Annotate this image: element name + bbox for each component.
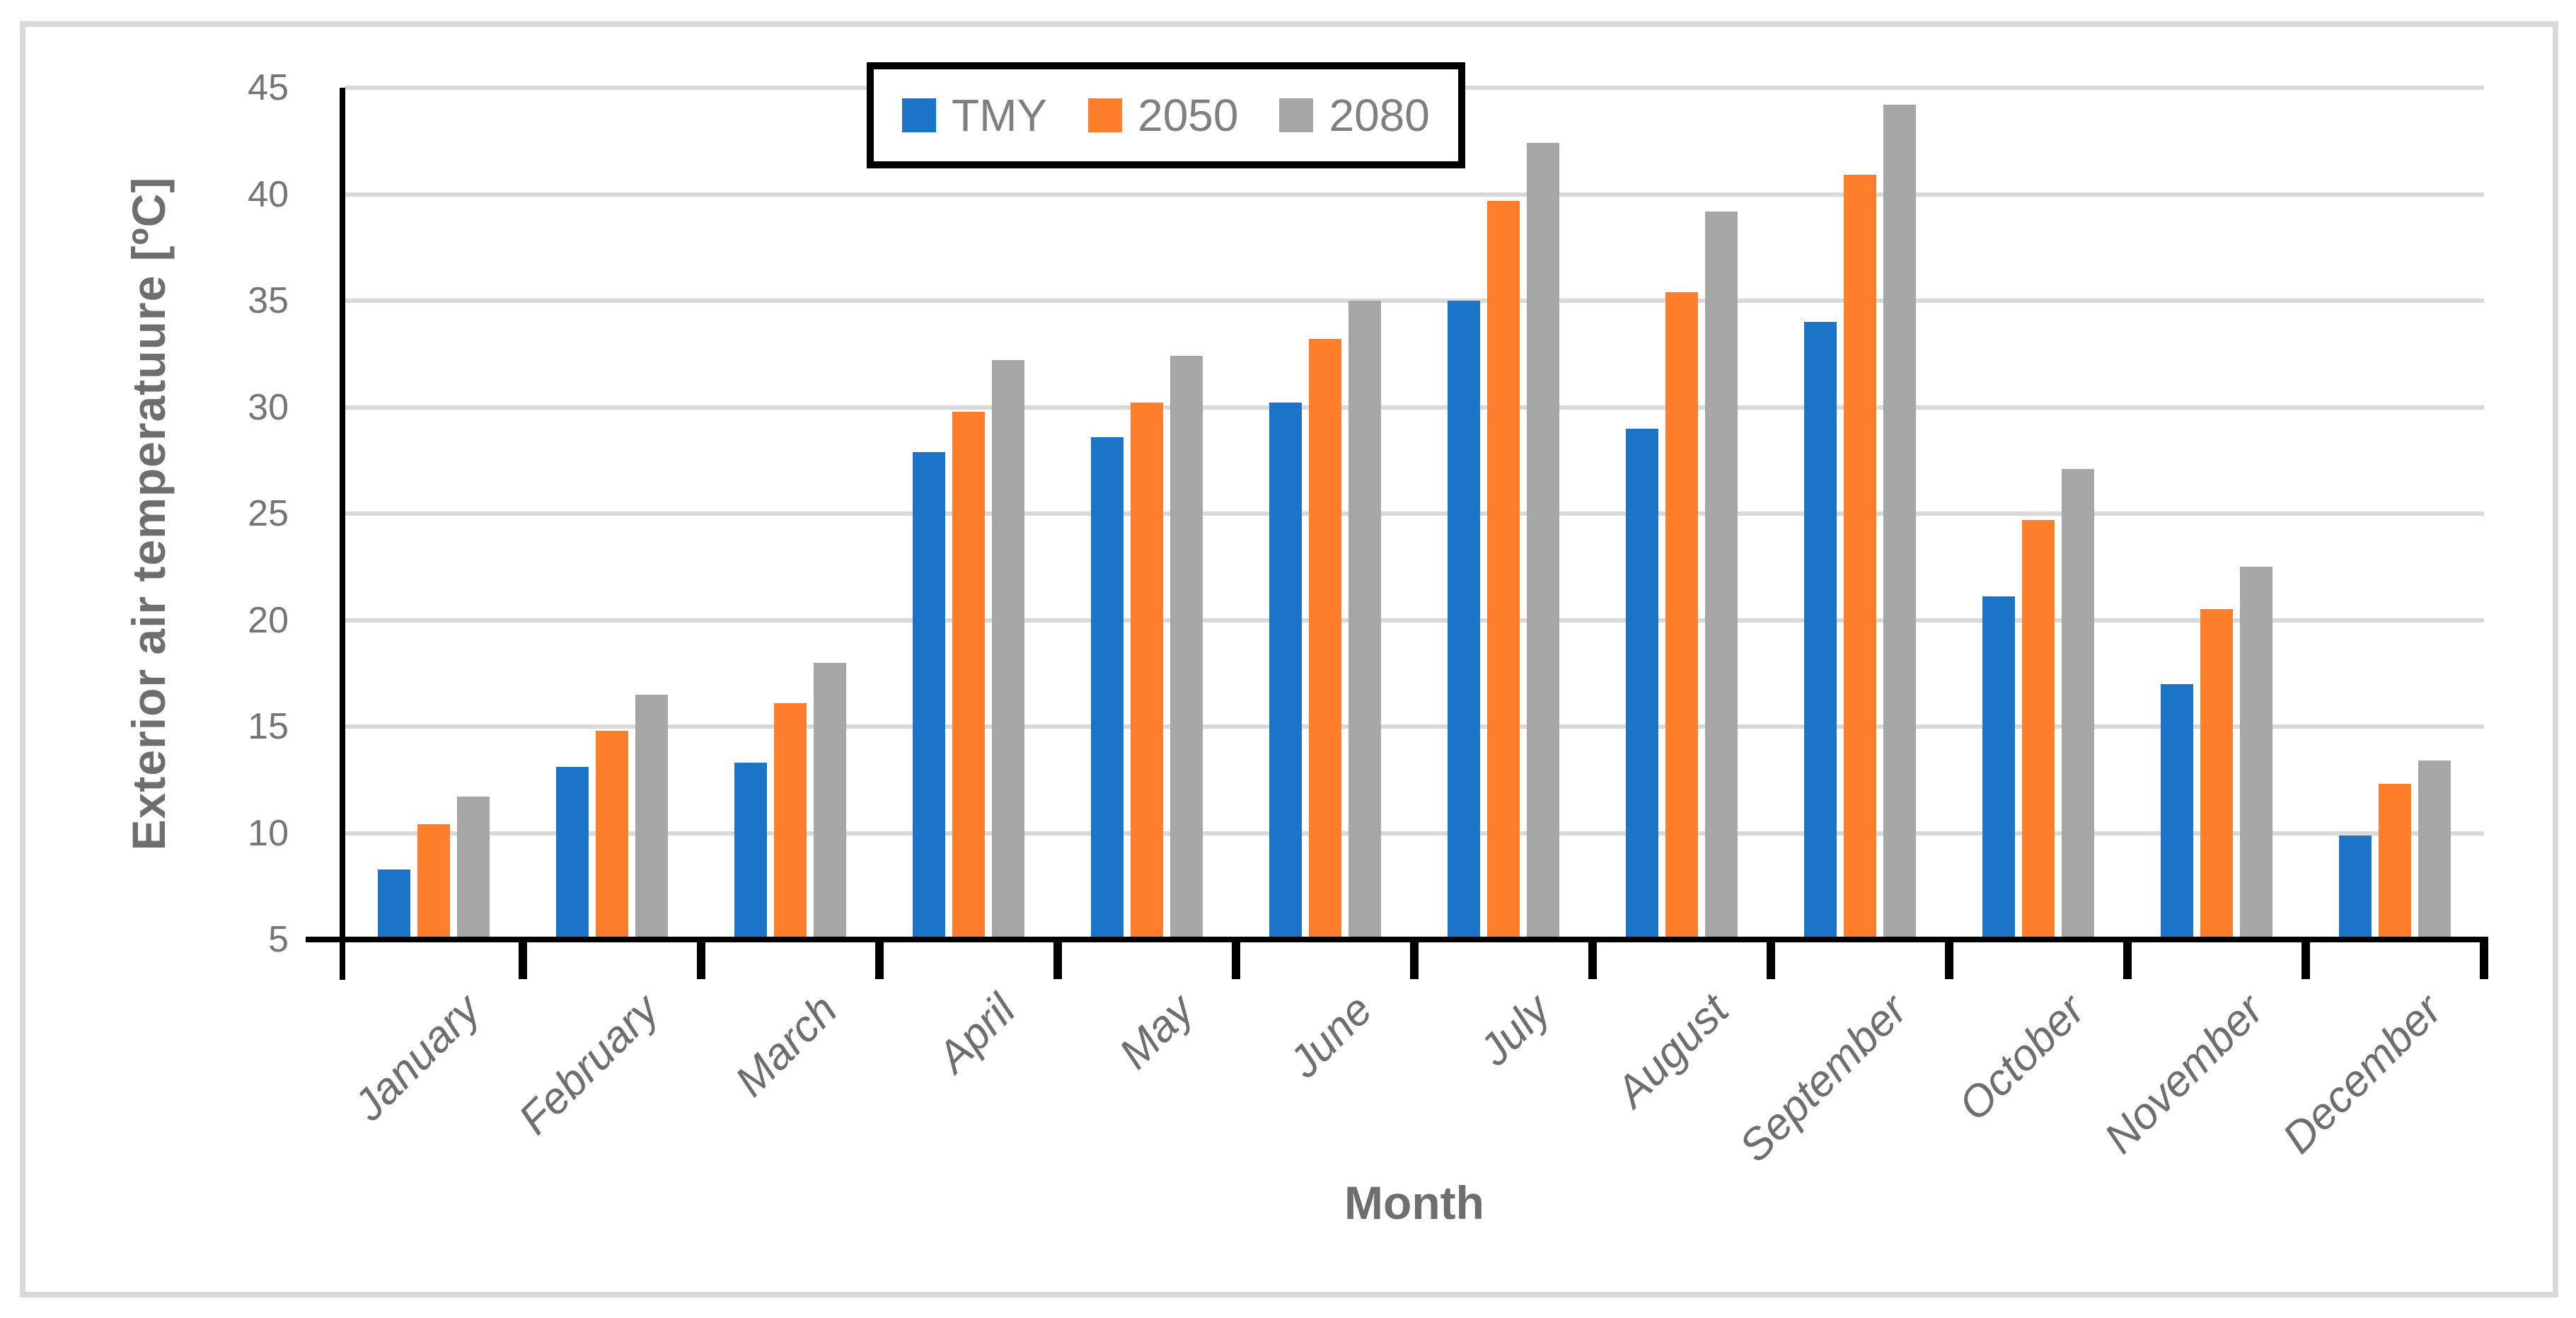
y-tick-label-45: 45 bbox=[248, 67, 289, 108]
x-tick-2 bbox=[697, 942, 705, 979]
y-tick-label-40: 40 bbox=[248, 173, 289, 215]
bar-2080-October bbox=[2062, 468, 2094, 940]
y-tick-label-10: 10 bbox=[248, 812, 289, 854]
x-axis-line bbox=[306, 937, 2488, 942]
bar-2050-March bbox=[774, 703, 807, 940]
bar-2050-June bbox=[1309, 339, 1341, 940]
legend-item-TMY: TMY bbox=[902, 93, 1047, 138]
y-tick-label-25: 25 bbox=[248, 493, 289, 534]
bar-2050-November bbox=[2200, 609, 2233, 940]
y-tick-label-35: 35 bbox=[248, 280, 289, 321]
gridline-40 bbox=[345, 192, 2484, 197]
bar-2080-March bbox=[814, 662, 846, 940]
legend-label: TMY bbox=[952, 90, 1048, 141]
bar-2050-December bbox=[2379, 784, 2411, 940]
bar-2080-April bbox=[992, 360, 1024, 940]
bar-TMY-October bbox=[1982, 596, 2015, 940]
bar-2080-February bbox=[635, 694, 668, 940]
x-tick-12 bbox=[2480, 942, 2488, 979]
y-tick-label-30: 30 bbox=[248, 386, 289, 428]
gridline-30 bbox=[345, 405, 2484, 410]
legend-swatch-icon bbox=[1088, 98, 1123, 132]
x-tick-11 bbox=[2301, 942, 2310, 979]
legend-label: 2050 bbox=[1138, 90, 1239, 141]
gridline-15 bbox=[345, 724, 2484, 729]
bar-2080-November bbox=[2240, 567, 2272, 940]
bar-TMY-June bbox=[1269, 403, 1302, 940]
x-tick-4 bbox=[1053, 942, 1062, 979]
x-axis-title: Month bbox=[1344, 1177, 1484, 1229]
y-tick-label-5: 5 bbox=[268, 919, 289, 960]
bar-2080-December bbox=[2418, 761, 2451, 940]
bar-2050-January bbox=[417, 824, 450, 940]
bar-2050-May bbox=[1131, 403, 1163, 940]
x-tick-6 bbox=[1410, 942, 1419, 979]
bar-2050-February bbox=[596, 731, 628, 940]
bar-TMY-September bbox=[1804, 322, 1837, 940]
bar-TMY-August bbox=[1626, 428, 1658, 940]
bar-TMY-January bbox=[378, 869, 410, 940]
bar-2080-July bbox=[1527, 143, 1559, 940]
y-tick-label-20: 20 bbox=[248, 599, 289, 641]
bar-TMY-November bbox=[2161, 683, 2193, 940]
bar-2080-January bbox=[457, 797, 490, 940]
gridline-35 bbox=[345, 299, 2484, 303]
bar-2080-May bbox=[1170, 356, 1203, 940]
gridline-20 bbox=[345, 618, 2484, 623]
bar-2050-October bbox=[2022, 520, 2055, 940]
bar-TMY-March bbox=[734, 763, 767, 940]
x-tick-10 bbox=[2123, 942, 2132, 979]
x-tick-1 bbox=[519, 942, 527, 979]
bar-TMY-December bbox=[2339, 835, 2372, 940]
x-tick-7 bbox=[1588, 942, 1597, 979]
x-tick-3 bbox=[875, 942, 884, 979]
x-tick-9 bbox=[1945, 942, 1953, 979]
bar-2080-August bbox=[1705, 211, 1738, 940]
bar-TMY-July bbox=[1448, 301, 1480, 940]
legend: TMY 2050 2080 bbox=[867, 62, 1465, 168]
x-tick-8 bbox=[1767, 942, 1775, 979]
gridline-10 bbox=[345, 831, 2484, 836]
legend-label: 2080 bbox=[1329, 90, 1430, 141]
legend-item-2080: 2080 bbox=[1279, 90, 1430, 141]
bar-2050-September bbox=[1844, 175, 1876, 940]
legend-swatch-icon bbox=[902, 98, 936, 132]
plot-area bbox=[345, 86, 2484, 940]
x-tick-5 bbox=[1232, 942, 1240, 979]
bar-TMY-February bbox=[556, 767, 589, 940]
bar-2080-June bbox=[1348, 301, 1381, 940]
legend-item-2050: 2050 bbox=[1088, 93, 1238, 138]
gridline-25 bbox=[345, 511, 2484, 516]
bar-2080-September bbox=[1883, 105, 1916, 940]
bar-TMY-May bbox=[1091, 437, 1124, 940]
legend-swatch-icon bbox=[1279, 98, 1314, 132]
bar-2050-July bbox=[1487, 200, 1520, 940]
figure-border bbox=[20, 21, 2558, 1297]
bar-TMY-April bbox=[913, 451, 945, 940]
y-axis-line bbox=[340, 88, 345, 980]
bar-2050-August bbox=[1665, 291, 1698, 940]
bar-2050-April bbox=[952, 411, 985, 940]
y-tick-label-15: 15 bbox=[248, 706, 289, 747]
